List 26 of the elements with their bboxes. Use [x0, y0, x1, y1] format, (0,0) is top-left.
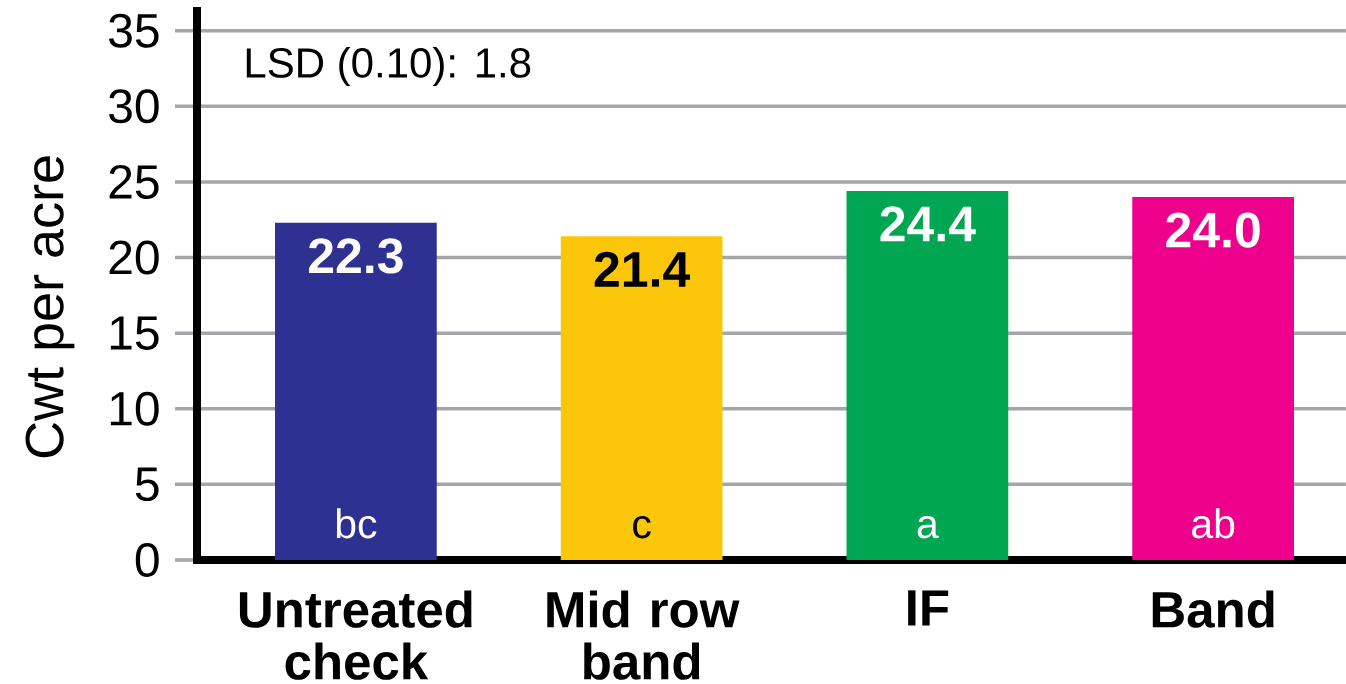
y-tick-label: 15	[110, 316, 159, 350]
bar	[846, 190, 1009, 560]
bar	[1132, 197, 1294, 560]
annotation: ab	[1192, 508, 1235, 539]
data-label: 24.4	[880, 206, 976, 242]
annotation: a	[917, 515, 939, 539]
y-tick-label: 0	[135, 543, 159, 577]
data-label: 24.0	[1166, 212, 1260, 248]
annotation: LSD (0.10): 1.8	[246, 46, 531, 87]
data-label: 22.3	[308, 238, 403, 274]
x-tick-label: IF	[908, 590, 949, 626]
y-axis-title: Cwt per acre	[25, 156, 75, 458]
annotation: bc	[336, 508, 377, 539]
y-tick-label: 5	[135, 467, 159, 502]
x-tick-label: Band	[1152, 590, 1274, 628]
bar	[275, 222, 437, 560]
data-label: 21.4	[594, 251, 691, 287]
y-tick-label: 35	[109, 13, 159, 48]
y-tick-label: 30	[109, 89, 159, 124]
bar	[560, 236, 723, 560]
y-tick-label: 10	[110, 391, 159, 426]
x-tick-label: Mid row band	[547, 590, 740, 680]
y-tick-label: 20	[109, 240, 159, 275]
x-tick-label: Untreated check	[239, 590, 472, 680]
y-tick-label: 25	[109, 164, 159, 199]
annotation: c	[633, 515, 651, 539]
